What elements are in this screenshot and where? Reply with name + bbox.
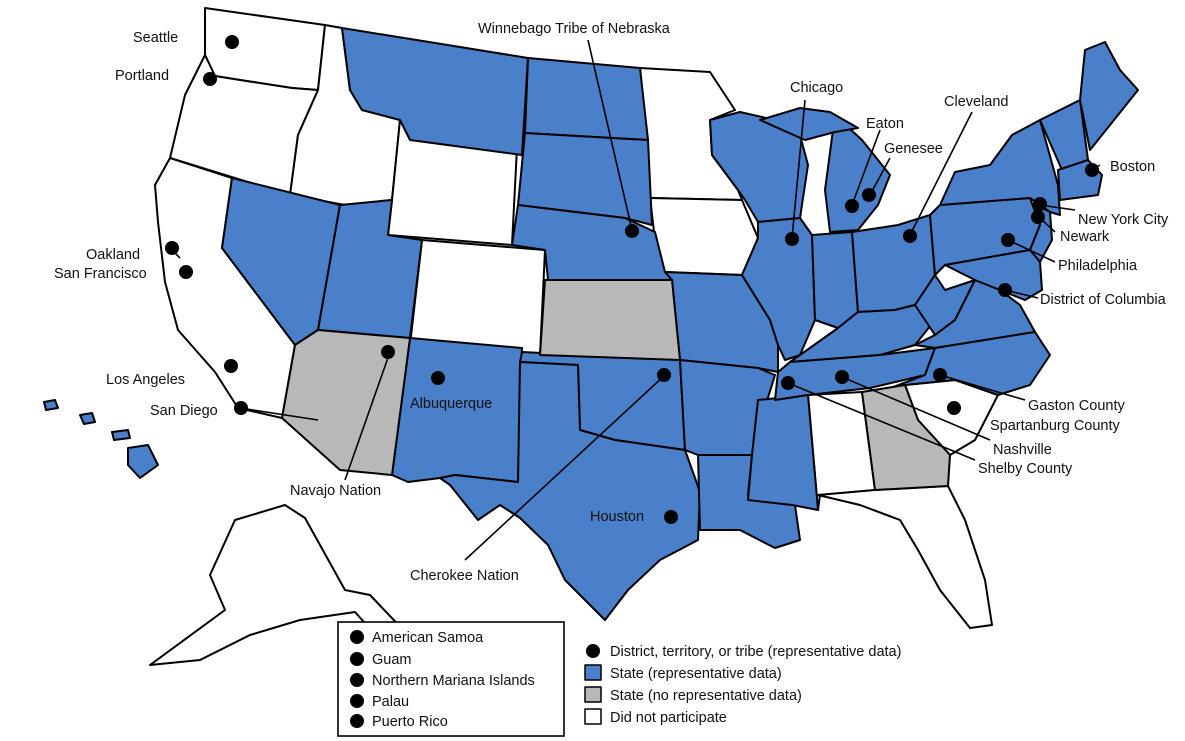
- label-seattle: Seattle: [133, 30, 178, 46]
- dot-cherokee-nation: [657, 368, 671, 382]
- dot-american-samoa: [350, 630, 364, 644]
- dot-navajo-nation: [381, 345, 395, 359]
- state-michigan-upper: [759, 107, 859, 141]
- legend-rep-label: State (representative data): [610, 666, 782, 682]
- state-illinois: [741, 217, 816, 361]
- dot-guam: [350, 652, 364, 666]
- territory-northern-mariana-islands: Northern Mariana Islands: [372, 673, 535, 689]
- dot-philadelphia: [1001, 233, 1015, 247]
- dot-albuquerque: [431, 371, 445, 385]
- state-hawaii-molokai: [111, 429, 131, 441]
- dot-cleveland: [903, 229, 917, 243]
- site-dots: [165, 35, 1099, 524]
- dot-puerto-rico: [350, 714, 364, 728]
- legend: District, territory, or tribe (represent…: [584, 644, 901, 726]
- label-nashville: Nashville: [993, 442, 1052, 458]
- label-philadelphia: Philadelphia: [1058, 258, 1138, 274]
- legend-norep-label: State (no representative data): [610, 688, 802, 704]
- state-south-dakota: [517, 132, 653, 226]
- state-mississippi: [747, 394, 819, 511]
- legend-rep-swatch: [584, 664, 602, 681]
- label-newark: Newark: [1060, 229, 1110, 245]
- label-oakland: Oakland: [86, 247, 140, 263]
- territory-american-samoa: American Samoa: [372, 630, 484, 646]
- state-vermont-nh: [1039, 99, 1089, 171]
- state-north-dakota: [524, 57, 649, 141]
- label-los-angeles: Los Angeles: [106, 372, 185, 388]
- state-hawaii-oahu: [43, 399, 59, 411]
- dot-palau: [350, 694, 364, 708]
- label-eaton: Eaton: [866, 116, 904, 132]
- dot-genesee: [862, 188, 876, 202]
- label-portland: Portland: [115, 68, 169, 84]
- state-michigan-lower: [824, 114, 891, 233]
- state-indiana: [811, 231, 859, 329]
- label-boston: Boston: [1110, 159, 1155, 175]
- legend-site-label: District, territory, or tribe (represent…: [610, 644, 901, 660]
- state-alaska: [149, 504, 409, 666]
- dot-portland: [203, 72, 217, 86]
- dot-newark: [1031, 210, 1045, 224]
- dot-boston: [1085, 163, 1099, 177]
- label-houston: Houston: [590, 509, 644, 525]
- label-gaston-county: Gaston County: [1028, 398, 1125, 414]
- dot-los-angeles: [224, 359, 238, 373]
- state-georgia: [861, 384, 951, 491]
- dot-san-diego: [234, 401, 248, 415]
- state-iowa: [649, 197, 759, 276]
- dot-houston: [664, 510, 678, 524]
- label-district-of-columbia: District of Columbia: [1040, 292, 1167, 308]
- dot-nashville: [835, 370, 849, 384]
- state-colorado: [409, 239, 546, 356]
- leader-lines: [169, 39, 1101, 561]
- dot-spartanburg-county: [947, 401, 961, 415]
- dot-district-of-columbia: [998, 283, 1012, 297]
- dot-oakland: [165, 241, 179, 255]
- territory-palau: Palau: [372, 694, 409, 710]
- dot-gaston-county: [933, 368, 947, 382]
- state-arizona: [281, 329, 411, 476]
- state-hawaii-maui: [79, 412, 96, 425]
- state-hawaii-island: [127, 444, 159, 479]
- label-cherokee-nation: Cherokee Nation: [410, 568, 519, 584]
- label-winnebago: Winnebago Tribe of Nebraska: [478, 21, 671, 37]
- dot-shelby-county: [781, 376, 795, 390]
- dot-northern-mariana-islands: [350, 673, 364, 687]
- dot-san-francisco: [179, 265, 193, 279]
- territories-box: American Samoa Guam Northern Mariana Isl…: [337, 621, 565, 737]
- state-florida: [817, 485, 993, 629]
- label-genesee: Genesee: [884, 141, 943, 157]
- dot-new-york-city: [1033, 197, 1047, 211]
- state-maryland-delaware: [944, 249, 1043, 301]
- label-san-diego: San Diego: [150, 403, 218, 419]
- label-navajo-nation: Navajo Nation: [290, 483, 381, 499]
- territory-guam: Guam: [372, 652, 412, 668]
- dot-winnebago: [625, 224, 639, 238]
- legend-none-swatch: [584, 708, 602, 725]
- dot-seattle: [225, 35, 239, 49]
- legend-none-label: Did not participate: [610, 710, 727, 726]
- site-labels: Seattle Portland Oakland San Francisco L…: [54, 21, 1169, 584]
- label-chicago: Chicago: [790, 80, 843, 96]
- label-albuquerque: Albuquerque: [410, 396, 492, 412]
- label-shelby-county: Shelby County: [978, 461, 1073, 477]
- legend-site-symbol: [586, 644, 600, 658]
- dot-chicago: [785, 232, 799, 246]
- state-maine: [1079, 41, 1139, 151]
- dot-eaton: [845, 199, 859, 213]
- label-spartanburg-county: Spartanburg County: [990, 418, 1121, 434]
- territory-puerto-rico: Puerto Rico: [372, 714, 448, 730]
- state-texas: [439, 361, 701, 621]
- states: [43, 7, 1139, 666]
- label-cleveland: Cleveland: [944, 94, 1009, 110]
- label-san-francisco: San Francisco: [54, 266, 147, 282]
- legend-norep-swatch: [584, 686, 602, 703]
- label-new-york-city: New York City: [1078, 212, 1169, 228]
- state-kansas: [539, 279, 681, 361]
